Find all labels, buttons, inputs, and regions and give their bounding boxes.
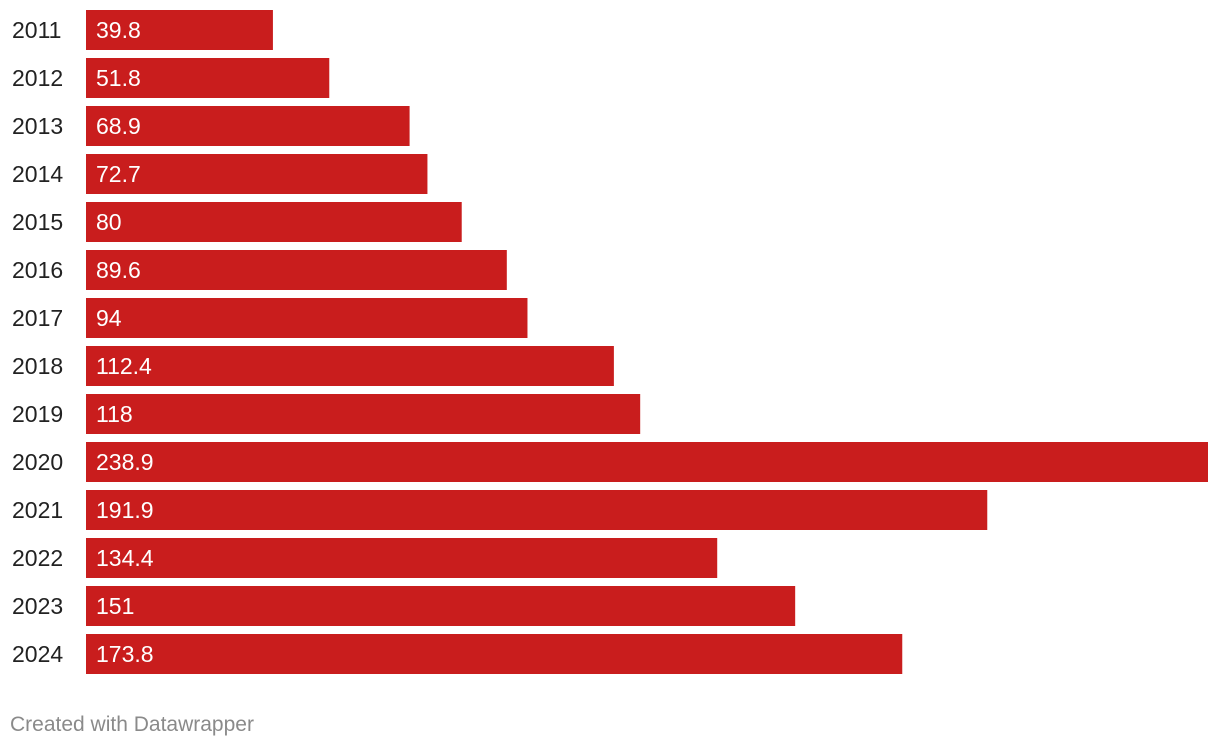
- bar: [86, 10, 273, 50]
- category-label: 2016: [12, 257, 63, 283]
- value-label: 39.8: [96, 17, 141, 43]
- value-label: 72.7: [96, 161, 141, 187]
- value-label: 112.4: [96, 353, 152, 379]
- category-label: 2024: [12, 641, 63, 667]
- category-label: 2018: [12, 353, 63, 379]
- value-label: 94: [96, 305, 122, 331]
- category-label: 2019: [12, 401, 63, 427]
- value-label: 80: [96, 209, 122, 235]
- bar: [86, 346, 614, 386]
- value-label: 118: [96, 401, 133, 427]
- category-label: 2011: [12, 17, 61, 43]
- bar: [86, 106, 410, 146]
- category-label: 2015: [12, 209, 63, 235]
- bar: [86, 634, 903, 674]
- value-label: 238.9: [96, 449, 154, 475]
- bar: [86, 58, 330, 98]
- category-label: 2022: [12, 545, 63, 571]
- category-label: 2020: [12, 449, 63, 475]
- category-label: 2013: [12, 113, 63, 139]
- value-label: 51.8: [96, 65, 141, 91]
- bar: [86, 298, 528, 338]
- category-label: 2012: [12, 65, 63, 91]
- category-label: 2017: [12, 305, 63, 331]
- value-label: 191.9: [96, 497, 154, 523]
- value-label: 89.6: [96, 257, 141, 283]
- bar: [86, 202, 462, 242]
- category-label: 2014: [12, 161, 63, 187]
- bar: [86, 442, 1208, 482]
- bar: [86, 154, 428, 194]
- bar: [86, 538, 718, 578]
- bar: [86, 586, 796, 626]
- footer-credit: Created with Datawrapper: [10, 713, 254, 736]
- value-label: 151: [96, 593, 134, 619]
- value-label: 134.4: [96, 545, 154, 571]
- value-label: 68.9: [96, 113, 141, 139]
- bar: [86, 250, 507, 290]
- category-label: 2021: [12, 497, 63, 523]
- bar-chart: 2011 39.8 2012 51.8 2013 68.9 2014 72.7 2015 80 20…: [12, 10, 1208, 674]
- value-label: 173.8: [96, 641, 154, 667]
- bar: [86, 490, 988, 530]
- bar: [86, 394, 641, 434]
- category-label: 2023: [12, 593, 63, 619]
